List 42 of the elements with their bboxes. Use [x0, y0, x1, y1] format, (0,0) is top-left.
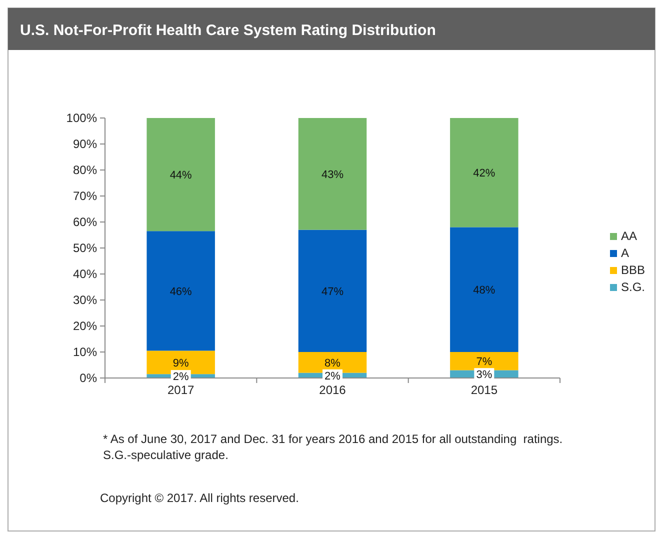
- data-label: 47%: [321, 286, 344, 298]
- bar: [298, 118, 367, 230]
- data-label: 3%: [476, 369, 492, 382]
- data-label: 43%: [321, 168, 344, 181]
- y-tick-label: 50%: [72, 241, 98, 255]
- text: * As of June 30, 2017 and Dec. 31 for years 2016 and 2015 for all outstanding ratings.: [103, 432, 563, 446]
- bar: [450, 118, 518, 228]
- x-tick-label: 2015: [470, 383, 498, 397]
- y-tick-label: 60%: [72, 215, 98, 229]
- y-tick-label: 20%: [72, 319, 98, 333]
- text: Copyright © 2017. All rights reserved.: [100, 491, 299, 505]
- y-tick-label: 100%: [66, 111, 98, 125]
- data-label: 8%: [324, 357, 341, 370]
- legend-label: AA: [621, 229, 638, 243]
- data-label: 2%: [324, 370, 341, 382]
- data-label: 9%: [172, 357, 189, 370]
- bar: [298, 230, 367, 352]
- y-tick-label: 70%: [72, 189, 98, 203]
- data-label: 2%: [172, 371, 189, 384]
- data-label: 48%: [473, 284, 496, 297]
- bar: [450, 227, 518, 352]
- chart-title: U.S. Not-For-Profit Health Care System Rating Distribution: [20, 22, 436, 39]
- data-label: 44%: [170, 170, 192, 182]
- x-tick-label: 2017: [167, 383, 195, 397]
- y-tick-label: 40%: [72, 267, 98, 281]
- bar: [146, 231, 215, 351]
- y-tick-label: 80%: [72, 163, 98, 177]
- data-label: 46%: [170, 286, 192, 298]
- y-tick-label: 0%: [80, 371, 98, 385]
- text: S.G.-speculative grade.: [103, 448, 228, 462]
- y-tick-label: 30%: [72, 293, 98, 307]
- legend-label: S.G.: [621, 280, 646, 294]
- legend-label: BBB: [621, 263, 646, 277]
- y-tick-label: 10%: [72, 345, 98, 359]
- bar: [146, 118, 215, 232]
- data-label: 7%: [476, 356, 492, 368]
- x-tick-label: 2016: [319, 383, 346, 397]
- legend-label: A: [621, 246, 630, 260]
- bar: [298, 352, 367, 373]
- bar: [450, 352, 518, 370]
- y-tick-label: 90%: [72, 137, 98, 151]
- data-label: 42%: [473, 168, 496, 180]
